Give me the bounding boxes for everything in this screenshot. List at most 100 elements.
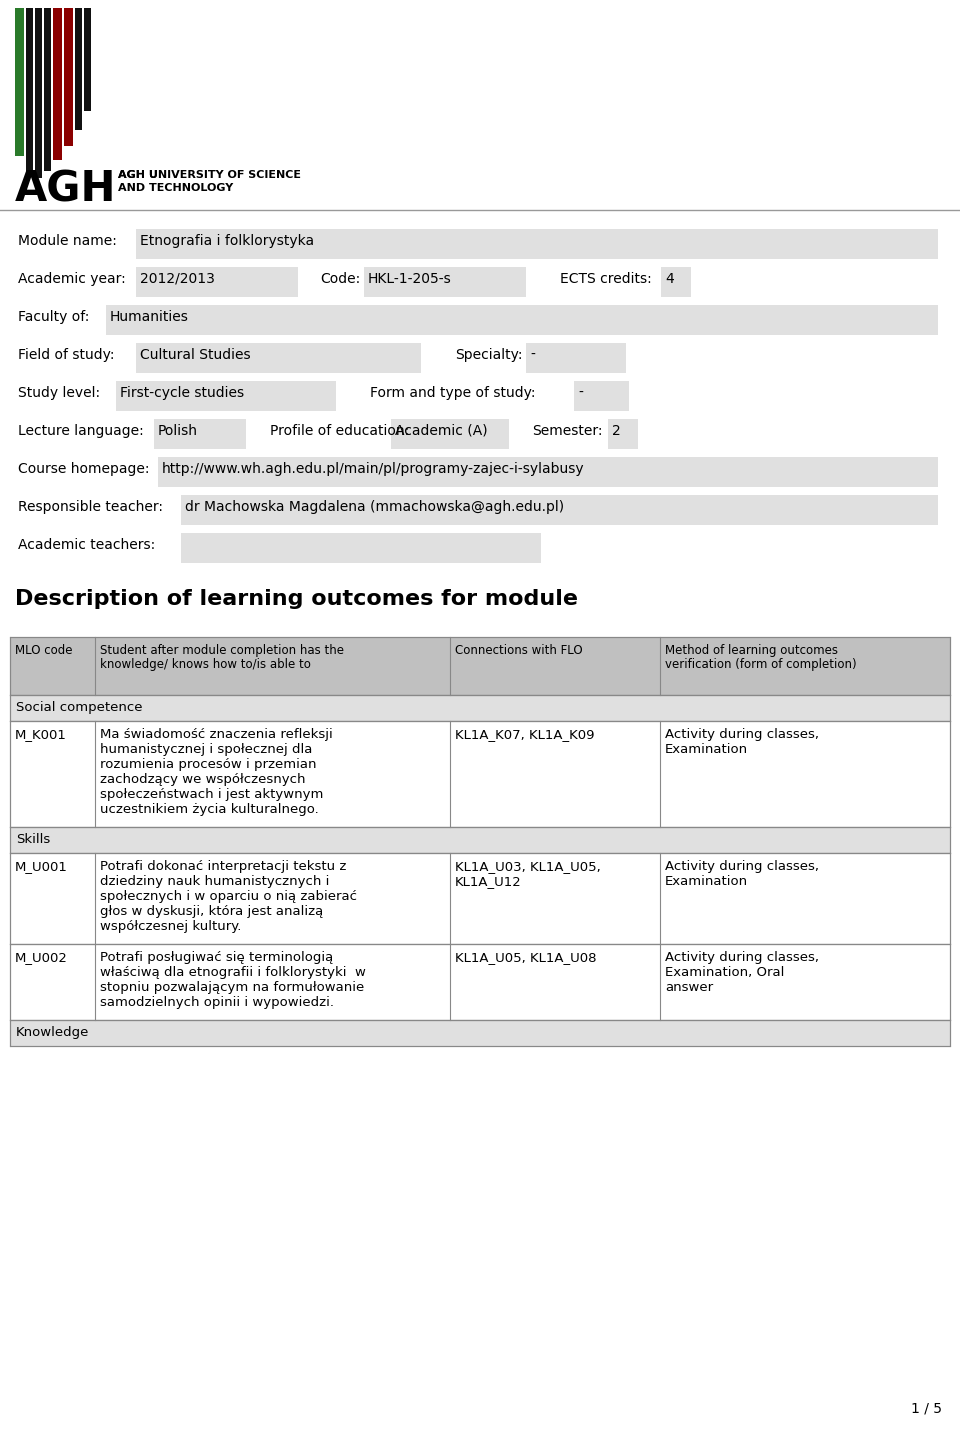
- Text: zachodzący we współczesnych: zachodzący we współczesnych: [100, 773, 305, 786]
- Text: Activity during classes,: Activity during classes,: [665, 951, 819, 964]
- Bar: [10, 695, 950, 721]
- Text: dr Machowska Magdalena (mmachowska@agh.edu.pl): dr Machowska Magdalena (mmachowska@agh.e…: [185, 499, 564, 514]
- Bar: [136, 342, 421, 373]
- Text: Activity during classes,: Activity during classes,: [665, 728, 819, 741]
- Text: HKL-1-205-s: HKL-1-205-s: [368, 272, 452, 286]
- Text: MLO code: MLO code: [15, 645, 73, 658]
- Text: Student after module completion has the: Student after module completion has the: [100, 645, 344, 658]
- Text: First-cycle studies: First-cycle studies: [120, 386, 244, 400]
- Text: KL1A_U03, KL1A_U05,: KL1A_U03, KL1A_U05,: [455, 861, 601, 873]
- Bar: [10, 944, 950, 1020]
- Bar: [391, 419, 509, 449]
- Text: AND TECHNOLOGY: AND TECHNOLOGY: [118, 183, 233, 193]
- Bar: [44, 9, 51, 171]
- Bar: [106, 305, 938, 335]
- Text: Humanities: Humanities: [110, 309, 189, 324]
- Text: Module name:: Module name:: [18, 235, 117, 248]
- Text: Examination: Examination: [665, 743, 748, 755]
- Text: KL1A_U12: KL1A_U12: [455, 875, 521, 888]
- Text: Connections with FLO: Connections with FLO: [455, 645, 583, 658]
- Bar: [15, 9, 24, 155]
- Text: Semester:: Semester:: [532, 425, 603, 437]
- Text: KL1A_K07, KL1A_K09: KL1A_K07, KL1A_K09: [455, 728, 594, 741]
- Text: Polish: Polish: [158, 425, 198, 437]
- Text: Social competence: Social competence: [16, 701, 142, 714]
- Bar: [181, 495, 938, 525]
- Text: dziedziny nauk humanistycznych i: dziedziny nauk humanistycznych i: [100, 875, 329, 888]
- Text: 1 / 5: 1 / 5: [911, 1402, 942, 1415]
- Text: Ma świadomość znaczenia refleksji: Ma świadomość znaczenia refleksji: [100, 728, 333, 741]
- Text: Responsible teacher:: Responsible teacher:: [18, 499, 163, 514]
- Bar: [26, 9, 33, 171]
- Bar: [10, 721, 950, 827]
- Text: Examination: Examination: [665, 875, 748, 888]
- Text: AGH UNIVERSITY OF SCIENCE: AGH UNIVERSITY OF SCIENCE: [118, 170, 301, 180]
- Text: stopniu pozwalającym na formułowanie: stopniu pozwalającym na formułowanie: [100, 981, 364, 994]
- Text: M_U001: M_U001: [15, 861, 68, 873]
- Text: Method of learning outcomes: Method of learning outcomes: [665, 645, 838, 658]
- Text: Specialty:: Specialty:: [455, 348, 522, 363]
- Text: Study level:: Study level:: [18, 386, 100, 400]
- Text: Lecture language:: Lecture language:: [18, 425, 144, 437]
- Text: Code:: Code:: [320, 272, 360, 286]
- Bar: [526, 342, 626, 373]
- Text: Knowledge: Knowledge: [16, 1026, 89, 1039]
- Text: -: -: [578, 386, 583, 400]
- Text: społecznych i w oparciu o nią zabierać: społecznych i w oparciu o nią zabierać: [100, 889, 357, 904]
- Text: społeczeństwach i jest aktywnym: społeczeństwach i jest aktywnym: [100, 789, 324, 802]
- Text: głos w dyskusji, która jest analizą: głos w dyskusji, która jest analizą: [100, 905, 324, 918]
- Text: Faculty of:: Faculty of:: [18, 309, 89, 324]
- Bar: [75, 9, 82, 130]
- Text: Potrafi posługiwać się terminologią: Potrafi posługiwać się terminologią: [100, 951, 333, 964]
- Bar: [10, 1020, 950, 1046]
- Text: AGH U: AGH U: [118, 170, 157, 180]
- Bar: [574, 381, 629, 412]
- Bar: [158, 458, 938, 486]
- Text: właściwą dla etnografii i folklorystyki  w: właściwą dla etnografii i folklorystyki …: [100, 966, 366, 979]
- Text: 2012/2013: 2012/2013: [140, 272, 215, 286]
- Text: Description of learning outcomes for module: Description of learning outcomes for mod…: [15, 589, 578, 609]
- Text: rozumienia procesów i przemian: rozumienia procesów i przemian: [100, 758, 317, 771]
- Text: współczesnej kultury.: współczesnej kultury.: [100, 920, 241, 932]
- Text: Academic teachers:: Academic teachers:: [18, 538, 156, 553]
- Text: samodzielnych opinii i wypowiedzi.: samodzielnych opinii i wypowiedzi.: [100, 996, 334, 1009]
- Text: -: -: [530, 348, 535, 363]
- Bar: [10, 853, 950, 944]
- Text: http://www.wh.agh.edu.pl/main/pl/programy-zajec-i-sylabusy: http://www.wh.agh.edu.pl/main/pl/program…: [162, 462, 585, 476]
- Text: Profile of education:: Profile of education:: [270, 425, 409, 437]
- Text: knowledge/ knows how to/is able to: knowledge/ knows how to/is able to: [100, 658, 311, 671]
- Text: answer: answer: [665, 981, 713, 994]
- Text: 4: 4: [665, 272, 674, 286]
- Text: M_U002: M_U002: [15, 951, 68, 964]
- Text: KL1A_U05, KL1A_U08: KL1A_U05, KL1A_U08: [455, 951, 596, 964]
- Bar: [136, 268, 298, 296]
- Text: AGH: AGH: [15, 168, 116, 210]
- Text: uczestnikiem życia kulturalnego.: uczestnikiem życia kulturalnego.: [100, 803, 319, 816]
- Bar: [64, 9, 73, 145]
- Text: Examination, Oral: Examination, Oral: [665, 966, 784, 979]
- Text: Cultural Studies: Cultural Studies: [140, 348, 251, 363]
- Bar: [136, 229, 938, 259]
- Text: ECTS credits:: ECTS credits:: [560, 272, 652, 286]
- Text: Field of study:: Field of study:: [18, 348, 114, 363]
- Bar: [116, 381, 336, 412]
- Bar: [10, 827, 950, 853]
- Bar: [53, 9, 62, 160]
- Bar: [181, 532, 541, 563]
- Bar: [35, 9, 42, 178]
- Bar: [608, 419, 638, 449]
- Bar: [364, 268, 526, 296]
- Text: Course homepage:: Course homepage:: [18, 462, 150, 476]
- Bar: [154, 419, 246, 449]
- Text: 2: 2: [612, 425, 621, 437]
- Bar: [10, 637, 950, 695]
- Text: Activity during classes,: Activity during classes,: [665, 861, 819, 873]
- Text: Academic (A): Academic (A): [395, 425, 488, 437]
- Text: Etnografia i folklorystyka: Etnografia i folklorystyka: [140, 235, 314, 248]
- Bar: [84, 9, 91, 111]
- Text: verification (form of completion): verification (form of completion): [665, 658, 856, 671]
- Text: humanistycznej i społecznej dla: humanistycznej i społecznej dla: [100, 743, 312, 755]
- Text: M_K001: M_K001: [15, 728, 67, 741]
- Text: Form and type of study:: Form and type of study:: [370, 386, 536, 400]
- Text: Potrafi dokonać interpretacji tekstu z: Potrafi dokonać interpretacji tekstu z: [100, 861, 347, 873]
